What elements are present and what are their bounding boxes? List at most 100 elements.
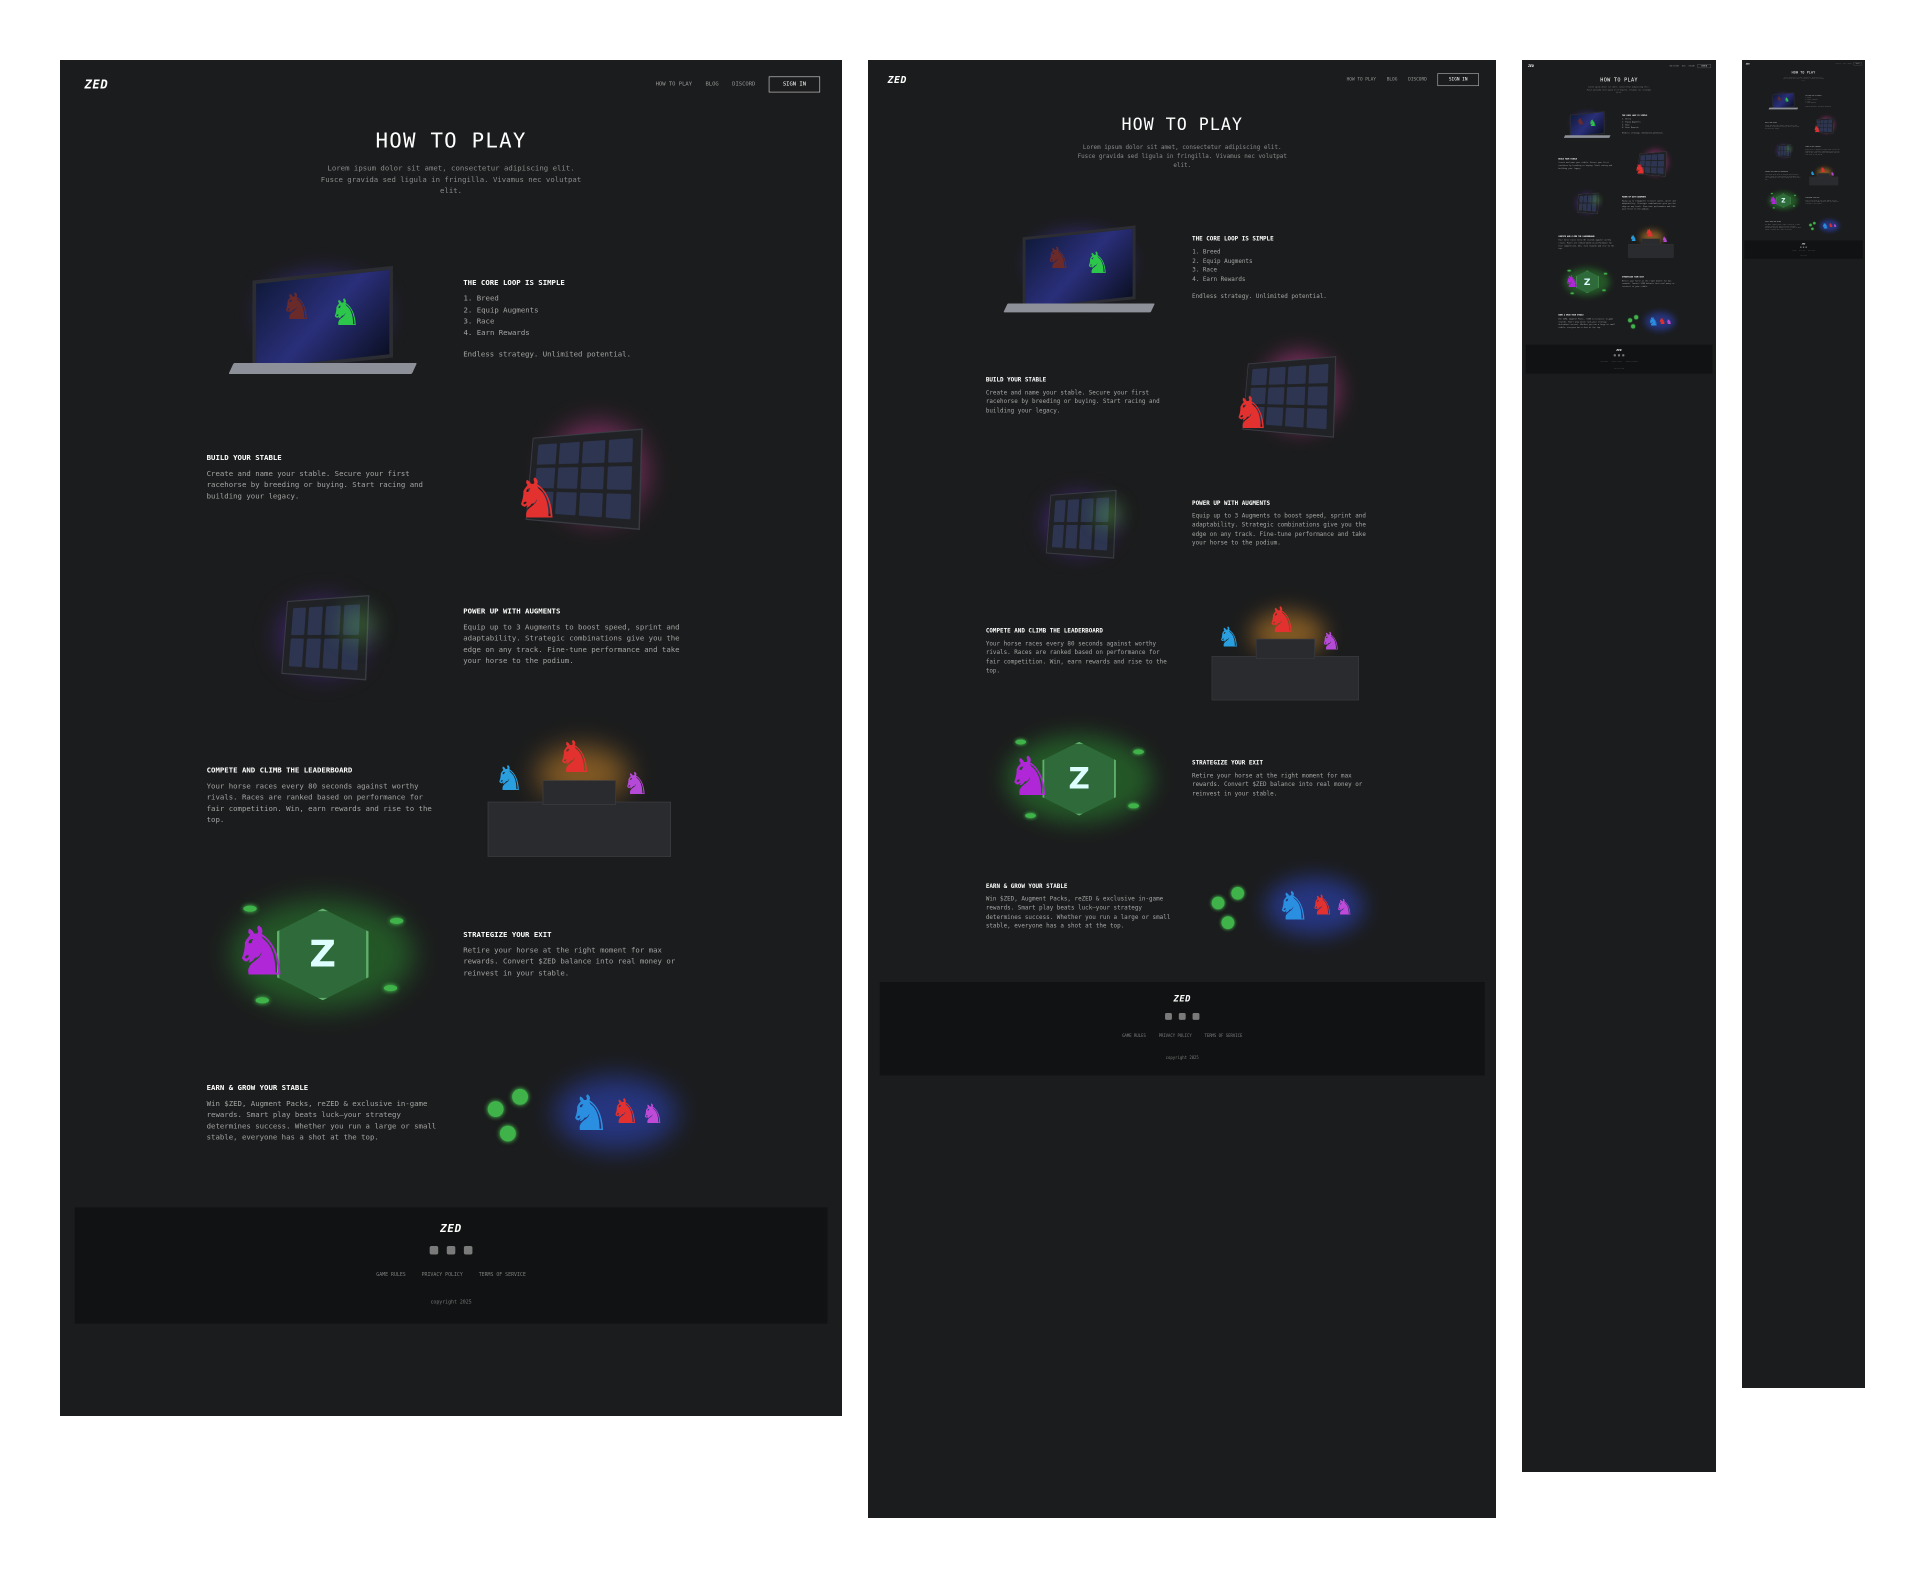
section-copy: STRATEGIZE YOUR EXIT Retire your horse a… <box>1805 197 1842 205</box>
section-augments: POWER UP WITH AUGMENTS Equip up to 3 Aug… <box>60 557 842 716</box>
nav-how-to-play[interactable]: HOW TO PLAY <box>1346 77 1376 83</box>
zed-logo[interactable]: ZED <box>887 73 907 86</box>
zed-logo[interactable]: ZED <box>1528 64 1534 68</box>
sign-in-button[interactable]: SIGN IN <box>1437 73 1479 87</box>
footer-game-rules[interactable]: GAME RULES <box>1600 360 1608 362</box>
footer-zed-logo[interactable]: ZED <box>1173 993 1191 1005</box>
list-item: Equip Augments <box>477 304 696 315</box>
rewards-horses-icon: ♞ ♞ ♞ <box>1192 847 1379 965</box>
x-icon[interactable] <box>1165 1012 1172 1020</box>
telegram-icon[interactable] <box>463 1245 473 1255</box>
zed-logo[interactable]: ZED <box>1745 62 1750 65</box>
footer-terms-of-service[interactable]: TERMS OF SERVICE <box>1204 1033 1243 1038</box>
nav-how-to-play[interactable]: HOW TO PLAY <box>655 81 693 88</box>
section-copy: COMPETE AND CLIMB THE LEADERBOARD Your h… <box>1558 235 1616 250</box>
section-title: STRATEGIZE YOUR EXIT <box>463 929 552 939</box>
how-to-play-page: ZED HOW TO PLAY BLOG DISCORD SIGN IN HOW… <box>1742 60 1865 259</box>
section-exit: Z ♞ STRATEGIZE YOUR EXIT Retire your hor… <box>1522 262 1716 301</box>
section-title: EARN & GROW YOUR STABLE <box>1765 220 1782 223</box>
section-body: Endless strategy. Unlimited potential. <box>1805 105 1832 107</box>
footer-zed-logo[interactable]: ZED <box>440 1221 462 1235</box>
zed-logo[interactable]: ZED <box>84 77 109 92</box>
nav-blog[interactable]: BLOG <box>1682 65 1686 67</box>
list-item: Equip Augments <box>1808 98 1842 100</box>
section-body: Endless strategy. Unlimited potential. <box>1622 131 1664 134</box>
nav-discord[interactable]: DISCORD <box>1408 77 1427 83</box>
footer-game-rules[interactable]: GAME RULES <box>376 1271 406 1277</box>
list-item: Breed <box>477 293 696 304</box>
telegram-icon[interactable] <box>1805 246 1807 248</box>
telegram-icon[interactable] <box>1622 354 1625 357</box>
footer-zed-logo[interactable]: ZED <box>1801 242 1806 245</box>
section-title: THE CORE LOOP IS SIMPLE <box>1192 235 1274 243</box>
section-copy: POWER UP WITH AUGMENTS Equip up to 3 Aug… <box>1192 499 1379 547</box>
desktop-page: ZED HOW TO PLAY BLOG DISCORD SIGN IN HOW… <box>60 60 842 1338</box>
footer-game-rules[interactable]: GAME RULES <box>1791 250 1797 252</box>
footer-privacy-policy[interactable]: PRIVACY POLICY <box>1611 360 1622 362</box>
footer-privacy-policy[interactable]: PRIVACY POLICY <box>1158 1033 1192 1038</box>
zed-badge-icon: Z ♞ <box>986 720 1173 838</box>
copyright: copyright 2025 <box>430 1298 472 1305</box>
top-nav: ZED HOW TO PLAY BLOG DISCORD SIGN IN <box>1742 60 1865 68</box>
section-body: Retire your horse at the right moment fo… <box>1192 771 1363 798</box>
stable-grid-icon: ♞ <box>1192 337 1379 455</box>
section-title: BUILD YOUR STABLE <box>985 376 1047 384</box>
footer-privacy-policy[interactable]: PRIVACY POLICY <box>1798 250 1806 252</box>
zed-badge-icon: Z ♞ <box>1558 264 1616 300</box>
section-core-loop: ♞ ♞ THE CORE LOOP IS SIMPLE Breed Equip … <box>868 204 1496 332</box>
laptop-race-icon: ♞ ♞ <box>986 209 1173 327</box>
nav-discord[interactable]: DISCORD <box>1847 63 1852 65</box>
nav-blog[interactable]: BLOG <box>1843 63 1846 65</box>
section-body: Equip up to 3 Augments to boost speed, s… <box>1805 148 1840 156</box>
discord-icon[interactable] <box>1178 1012 1186 1020</box>
sign-in-button[interactable]: SIGN IN <box>1697 64 1711 69</box>
nav-links: HOW TO PLAY BLOG DISCORD SIGN IN <box>1669 64 1711 69</box>
page-title: HOW TO PLAY <box>1791 70 1816 75</box>
section-augments: POWER UP WITH AUGMENTS Equip up to 3 Aug… <box>1522 183 1716 222</box>
nav-discord[interactable]: DISCORD <box>732 81 756 88</box>
section-body: Equip up to 3 Augments to boost speed, s… <box>1622 199 1676 211</box>
section-copy: EARN & GROW YOUR STABLE Win $ZED, Augmen… <box>1558 314 1616 329</box>
footer-terms-of-service[interactable]: TERMS OF SERVICE <box>1625 360 1638 362</box>
list-item: Earn Rewards <box>1625 126 1679 129</box>
x-icon[interactable] <box>1613 354 1616 357</box>
footer-game-rules[interactable]: GAME RULES <box>1122 1033 1146 1038</box>
discord-icon[interactable] <box>1617 354 1621 357</box>
nav-how-to-play[interactable]: HOW TO PLAY <box>1835 63 1842 65</box>
section-title: EARN & GROW YOUR STABLE <box>1558 313 1584 316</box>
section-copy: COMPETE AND CLIMB THE LEADERBOARD Your h… <box>986 627 1173 675</box>
section-body: Equip up to 3 Augments to boost speed, s… <box>1192 512 1366 547</box>
discord-icon[interactable] <box>446 1245 456 1255</box>
list-item: Earn Rewards <box>477 327 696 338</box>
section-body: Create and name your stable. Secure your… <box>1765 124 1800 130</box>
podium-icon: ♞ ♞ ♞ <box>463 722 695 869</box>
list-item: Race <box>1203 265 1379 274</box>
sign-in-button[interactable]: SIGN IN <box>768 76 821 93</box>
footer-terms-of-service[interactable]: TERMS OF SERVICE <box>478 1271 526 1277</box>
section-leaderboard: ♞ ♞ ♞ COMPETE AND CLIMB THE LEADERBOARD … <box>1522 223 1716 262</box>
footer: ZED GAME RULES PRIVACY POLICY TERMS OF S… <box>1525 344 1713 374</box>
nav-discord[interactable]: DISCORD <box>1688 65 1695 67</box>
footer-zed-logo[interactable]: ZED <box>1616 348 1622 352</box>
nav-blog[interactable]: BLOG <box>705 81 719 88</box>
x-icon[interactable] <box>429 1245 439 1255</box>
copyright: copyright 2025 <box>1800 254 1807 256</box>
nav-links: HOW TO PLAY BLOG DISCORD SIGN IN <box>1835 62 1862 66</box>
copyright: copyright 2025 <box>1165 1055 1199 1061</box>
section-leaderboard: ♞ ♞ ♞ COMPETE AND CLIMB THE LEADERBOARD … <box>1742 163 1865 188</box>
nav-how-to-play[interactable]: HOW TO PLAY <box>1669 65 1679 67</box>
section-body: Win $ZED, Augment Packs, reZED & exclusi… <box>1765 223 1802 231</box>
nav-links: HOW TO PLAY BLOG DISCORD SIGN IN <box>1346 73 1479 87</box>
section-body: Create and name your stable. Secure your… <box>985 388 1160 415</box>
nav-blog[interactable]: BLOG <box>1386 77 1398 83</box>
list-item: Breed <box>1625 118 1679 121</box>
footer-terms-of-service[interactable]: TERMS OF SERVICE <box>1807 250 1816 252</box>
top-nav: ZED HOW TO PLAY BLOG DISCORD SIGN IN <box>868 60 1496 99</box>
x-icon[interactable] <box>1800 246 1802 248</box>
footer-privacy-policy[interactable]: PRIVACY POLICY <box>421 1271 463 1277</box>
discord-icon[interactable] <box>1802 246 1805 248</box>
telegram-icon[interactable] <box>1192 1012 1200 1020</box>
section-core-loop: ♞ ♞ THE CORE LOOP IS SIMPLE Breed Equip … <box>60 240 842 399</box>
sign-in-button[interactable]: SIGN IN <box>1853 62 1862 66</box>
augments-panel-icon <box>986 464 1173 582</box>
